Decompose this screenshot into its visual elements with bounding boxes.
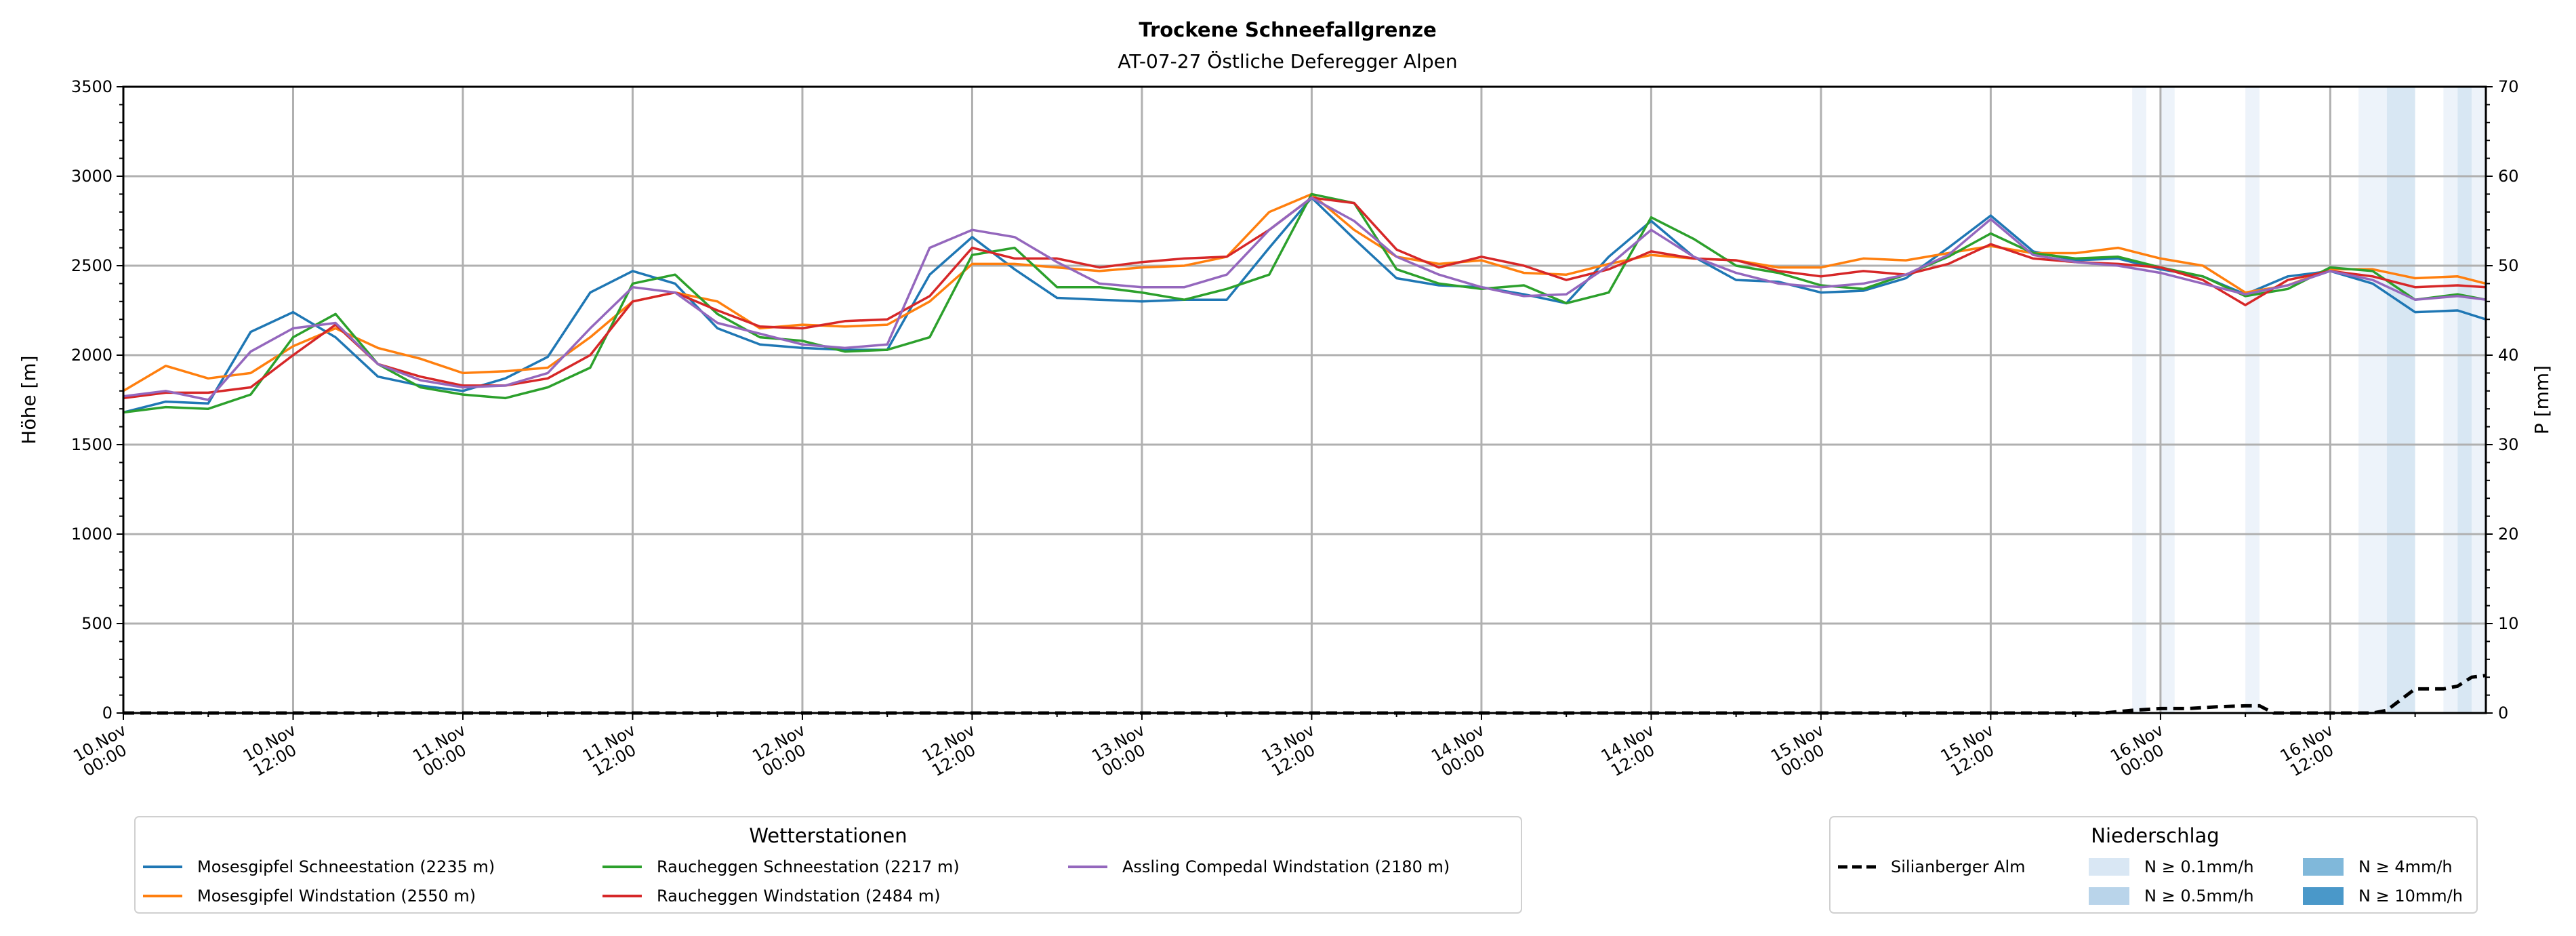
series-line	[123, 192, 2487, 414]
legend-stations: Wetterstationen Mosesgipfel Schneestatio…	[134, 816, 1522, 914]
precip-band	[2245, 87, 2260, 713]
x-tick-label: 16.Nov00:00	[2107, 720, 2175, 781]
x-tick-label: 12.Nov12:00	[919, 720, 987, 781]
x-tick-label: 16.Nov12:00	[2277, 720, 2346, 781]
precip-line	[123, 674, 2487, 715]
y2-tick-label: 0	[2498, 704, 2508, 723]
y-tick-label: 0	[102, 704, 113, 723]
y2-tick-label: 30	[2498, 435, 2519, 454]
y2-tick-label: 40	[2498, 346, 2519, 365]
legend-precip-line-label: Silianberger Alm	[1891, 857, 2026, 876]
y2-tick-label: 50	[2498, 256, 2519, 275]
grid	[122, 85, 2486, 714]
legend-precip-swatch	[2303, 858, 2344, 876]
y-tick-label: 1500	[71, 435, 113, 454]
y2-tick-label: 20	[2498, 525, 2519, 544]
precip-band	[2132, 87, 2147, 713]
legend-precip-swatch	[2303, 887, 2344, 905]
legend-stations-title: Wetterstationen	[749, 824, 907, 847]
y2-axis-label: P [mm]	[2531, 365, 2553, 434]
y-tick-label: 3000	[71, 167, 113, 186]
precip-band	[2358, 87, 2387, 713]
legend-precip-label: N ≥ 0.1mm/h	[2144, 857, 2254, 876]
legend-precip: Niederschlag Silianberger Alm N ≥ 0.1mm/…	[1829, 816, 2478, 914]
x-tick-label: 11.Nov00:00	[409, 720, 478, 781]
y-tick-label: 2000	[71, 346, 113, 365]
plot-frame	[122, 85, 2487, 714]
legend-label: Assling Compedal Windstation (2180 m)	[1122, 857, 1450, 876]
series-line	[123, 196, 2487, 401]
y-tick-label: 1000	[71, 525, 113, 544]
precip-band	[2472, 87, 2486, 713]
y2-tick-label: 60	[2498, 167, 2519, 186]
legend-precip-swatch	[2089, 858, 2129, 876]
legend-precip-title: Niederschlag	[2091, 824, 2219, 847]
legend-label: Raucheggen Windstation (2484 m)	[657, 887, 941, 906]
series-line	[123, 196, 2487, 400]
chart-subtitle: AT-07-27 Östliche Deferegger Alpen	[1118, 49, 1457, 73]
legend-precip-label: N ≥ 4mm/h	[2358, 857, 2453, 876]
precip-band	[2443, 87, 2458, 713]
x-tick-label: 13.Nov00:00	[1088, 720, 1157, 781]
legend-label: Mosesgipfel Windstation (2550 m)	[197, 887, 476, 906]
x-tick-label: 14.Nov12:00	[1598, 720, 1667, 781]
x-tick-label: 12.Nov00:00	[749, 720, 817, 781]
x-tick-label: 15.Nov00:00	[1767, 720, 1836, 781]
legend-label: Raucheggen Schneestation (2217 m)	[657, 857, 960, 876]
precip-band	[2160, 87, 2175, 713]
axes: 0 500 1000 1500 2000 2500 3000 3500 0 10 20 30 40 50 6…	[70, 77, 2519, 781]
x-tick-label: 13.Nov12:00	[1259, 720, 1327, 781]
y-tick-label: 500	[81, 614, 113, 633]
legend-precip-label: N ≥ 0.5mm/h	[2144, 887, 2254, 906]
series-lines	[123, 192, 2487, 715]
series-line	[123, 192, 2487, 392]
precip-band	[2386, 87, 2415, 713]
y2-tick-label: 10	[2498, 614, 2519, 633]
x-tick-label: 10.Nov12:00	[240, 720, 308, 781]
precip-band	[2457, 87, 2472, 713]
y-axis-label: Höhe [m]	[18, 355, 40, 444]
series-line	[123, 196, 2487, 414]
y2-tick-label: 70	[2498, 77, 2519, 96]
y-tick-label: 3500	[71, 77, 113, 96]
chart-title: Trockene Schneefallgrenze	[1139, 18, 1436, 41]
precip-bands	[2132, 87, 2486, 713]
x-tick-label: 14.Nov00:00	[1428, 720, 1496, 781]
x-tick-label: 10.Nov00:00	[70, 720, 138, 781]
y-tick-label: 2500	[71, 256, 113, 275]
legend-label: Mosesgipfel Schneestation (2235 m)	[197, 857, 495, 876]
legend-precip-swatch	[2089, 887, 2129, 905]
x-tick-label: 15.Nov12:00	[1938, 720, 2006, 781]
x-tick-label: 11.Nov12:00	[579, 720, 648, 781]
legend-precip-label: N ≥ 10mm/h	[2358, 887, 2463, 906]
